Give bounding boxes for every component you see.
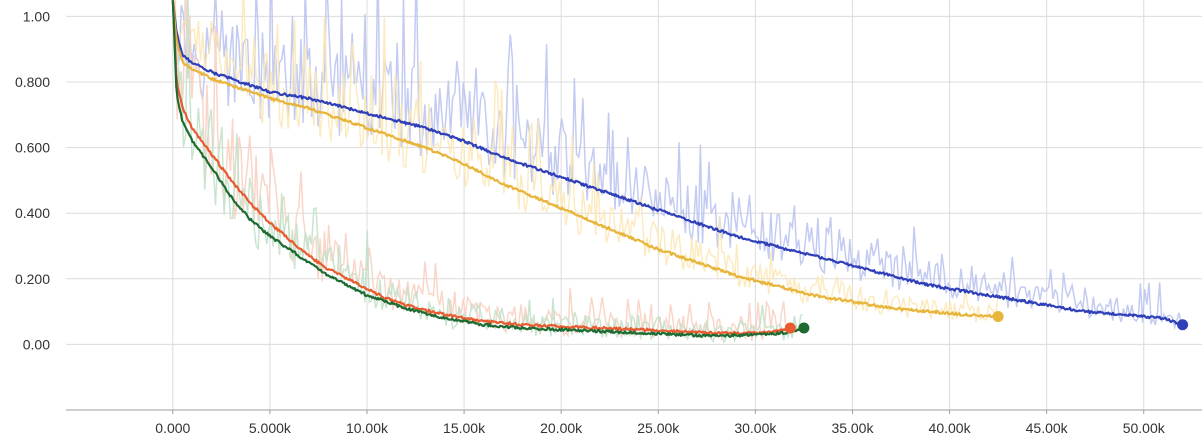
- smoothed-series-group: [171, 0, 1183, 338]
- x-tick-label: 35.00k: [831, 420, 874, 436]
- y-tick-label: 0.00: [23, 336, 50, 352]
- raw-series-line: [174, 0, 791, 342]
- series-end-point[interactable]: [992, 311, 1004, 323]
- x-tick-label: 20.00k: [540, 420, 583, 436]
- series-end-point[interactable]: [1177, 319, 1189, 331]
- x-tick-label: 5.000k: [249, 420, 292, 436]
- x-tick-label: 50.00k: [1123, 420, 1166, 436]
- x-axis-ticks: 0.000 5.000k 10.00k 15.00k 20.00k 25.00k 30.00…: [155, 410, 1166, 436]
- raw-series-group: [172, 0, 1182, 345]
- smoothed-series-line[interactable]: [171, 0, 792, 336]
- x-tick-label: 30.00k: [734, 420, 777, 436]
- y-tick-label: 0.200: [15, 271, 50, 287]
- x-tick-label: 45.00k: [1026, 420, 1069, 436]
- y-tick-label: 0.800: [15, 74, 50, 90]
- raw-series-line: [173, 0, 999, 323]
- y-axis-ticks: 1.00 0.800 0.600 0.400 0.200 0.00: [15, 8, 50, 352]
- x-tick-label: 15.00k: [443, 420, 486, 436]
- smoothed-series-line[interactable]: [171, 0, 999, 319]
- x-tick-label: 25.00k: [637, 420, 680, 436]
- smoothed-series-line[interactable]: [171, 0, 1183, 326]
- raw-series-line: [172, 0, 1182, 331]
- x-tick-label: 10.00k: [346, 420, 389, 436]
- y-tick-label: 0.600: [15, 140, 50, 156]
- series-end-point[interactable]: [798, 322, 810, 334]
- x-tick-label: 40.00k: [929, 420, 972, 436]
- series-end-point[interactable]: [784, 322, 796, 334]
- smoothed-series-line[interactable]: [171, 0, 805, 338]
- y-tick-label: 0.400: [15, 205, 50, 221]
- series-end-markers: [784, 311, 1189, 334]
- y-tick-label: 1.00: [23, 8, 50, 24]
- x-tick-label: 0.000: [155, 420, 190, 436]
